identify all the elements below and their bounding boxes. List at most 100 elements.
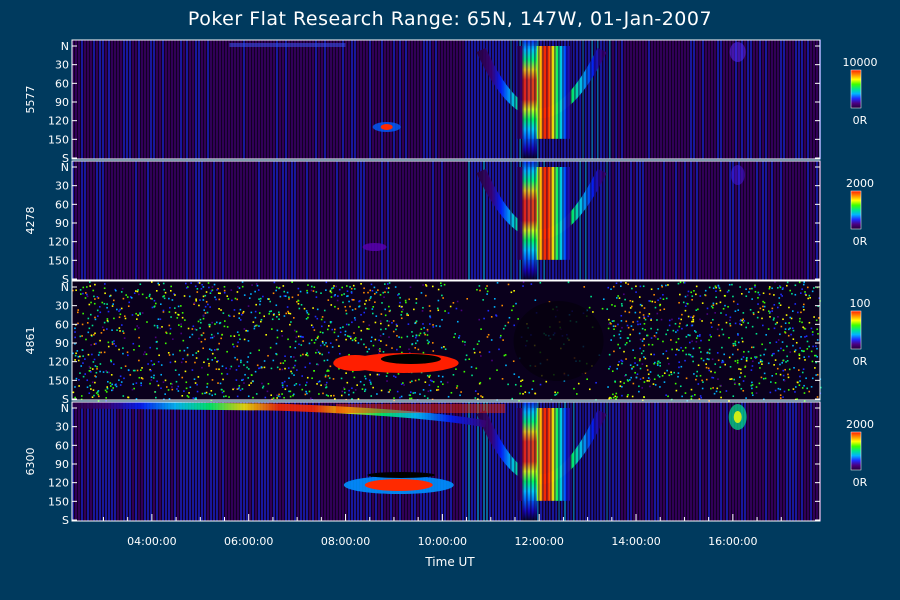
noise-speckle	[96, 309, 99, 312]
y-tick-label: 30	[55, 421, 69, 434]
streak-column	[435, 161, 437, 280]
noise-speckle	[177, 305, 180, 308]
streak-column	[453, 402, 455, 521]
noise-speckle	[806, 387, 809, 390]
aurora-stripe	[578, 161, 580, 280]
x-tick-label: 04:00:00	[127, 535, 176, 548]
aurora-stripe	[614, 161, 616, 280]
noise-speckle	[250, 311, 253, 314]
noise-speckle	[698, 398, 701, 400]
noise-speckle	[238, 317, 241, 319]
noise-speckle	[636, 373, 639, 375]
streak-column	[279, 40, 281, 159]
noise-speckle	[629, 307, 632, 309]
noise-speckle	[305, 310, 308, 312]
streak-column	[234, 40, 236, 159]
noise-speckle	[782, 359, 785, 362]
noise-speckle	[357, 398, 360, 400]
noise-speckle	[678, 366, 680, 369]
noise-speckle	[429, 310, 432, 312]
noise-speckle	[350, 291, 353, 293]
aurora-stripe	[530, 40, 532, 159]
noise-speckle	[780, 293, 782, 296]
noise-speckle	[248, 384, 251, 386]
noise-speckle	[363, 311, 366, 314]
noise-speckle	[369, 373, 371, 376]
streak-column	[681, 40, 683, 159]
streak-column	[309, 402, 311, 521]
noise-speckle	[643, 316, 645, 318]
streak-column	[627, 40, 629, 159]
streak-column	[747, 161, 749, 280]
y-tick-label: 120	[48, 115, 69, 128]
noise-speckle	[608, 353, 611, 356]
noise-speckle	[106, 386, 109, 388]
noise-speckle	[225, 367, 227, 370]
noise-speckle	[197, 350, 200, 353]
aurora-stripe	[514, 402, 516, 521]
noise-speckle	[217, 348, 219, 351]
noise-speckle	[818, 297, 821, 299]
noise-speckle	[95, 392, 98, 394]
noise-speckle	[792, 329, 795, 332]
noise-speckle	[480, 395, 482, 397]
streak-column	[354, 161, 356, 280]
noise-speckle	[414, 336, 417, 339]
streak-column	[435, 40, 437, 159]
noise-speckle	[243, 328, 246, 330]
y-tick-label: N	[61, 40, 69, 53]
noise-speckle	[286, 291, 289, 294]
noise-speckle	[352, 284, 355, 287]
noise-speckle	[788, 322, 790, 324]
streak-column	[462, 40, 464, 159]
noise-speckle	[317, 363, 320, 366]
noise-speckle	[502, 327, 505, 330]
noise-speckle	[286, 306, 289, 308]
streak-column	[714, 40, 716, 159]
noise-speckle	[688, 353, 690, 356]
noise-speckle	[607, 327, 610, 330]
noise-speckle	[107, 345, 110, 348]
streak-column	[630, 402, 632, 521]
noise-speckle	[771, 375, 774, 377]
noise-speckle	[799, 380, 801, 382]
noise-speckle	[387, 291, 390, 294]
noise-speckle	[790, 317, 793, 320]
noise-speckle	[194, 361, 196, 364]
noise-speckle	[241, 379, 243, 381]
noise-speckle	[171, 383, 174, 385]
streak-column	[102, 40, 104, 159]
noise-speckle	[414, 322, 416, 325]
streak-column	[123, 402, 125, 521]
noise-speckle	[168, 311, 171, 313]
noise-speckle	[136, 325, 139, 327]
noise-speckle	[695, 378, 697, 381]
streak-column	[630, 40, 632, 159]
noise-speckle	[758, 362, 760, 364]
noise-speckle	[754, 357, 757, 359]
noise-speckle	[382, 291, 385, 294]
streak-column	[258, 40, 260, 159]
noise-speckle	[621, 326, 623, 329]
streak-column	[228, 402, 230, 521]
noise-speckle	[777, 315, 779, 318]
noise-speckle	[316, 363, 318, 366]
noise-speckle	[455, 368, 457, 370]
streak-column	[369, 161, 371, 280]
noise-speckle	[338, 345, 340, 347]
streak-column	[375, 40, 377, 159]
streak-column	[195, 402, 197, 521]
noise-speckle	[792, 338, 795, 340]
noise-speckle	[74, 336, 76, 339]
noise-speckle	[519, 392, 521, 395]
noise-speckle	[632, 382, 635, 385]
noise-speckle	[276, 394, 278, 397]
noise-speckle	[334, 398, 336, 400]
streak-column	[297, 402, 299, 521]
noise-speckle	[630, 325, 633, 327]
streak-column	[318, 40, 320, 159]
streak-column	[795, 161, 797, 280]
noise-speckle	[201, 334, 203, 337]
noise-speckle	[233, 309, 236, 311]
noise-speckle	[218, 368, 220, 371]
